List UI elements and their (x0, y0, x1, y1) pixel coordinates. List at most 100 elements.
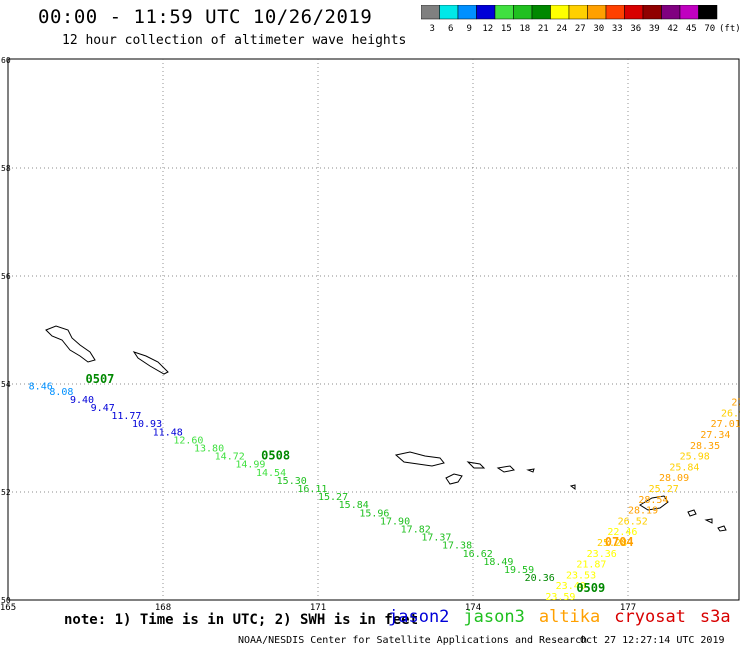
wave-height-value: 28.09 (659, 473, 689, 484)
lon-tick-label: 174 (465, 603, 481, 613)
wave-height-value: 27.34 (700, 430, 730, 441)
lon-tick-label: 168 (155, 603, 171, 613)
pass-time-label: 0509 (576, 581, 605, 595)
legend-label-18: 18 (519, 24, 530, 33)
wave-height-value: 14.99 (235, 460, 265, 471)
wave-height-value: 27.01 (711, 419, 740, 430)
wave-height-value: 13.80 (194, 444, 224, 455)
wave-height-value: 23.53 (566, 570, 596, 581)
wave-height-value: 15.30 (277, 476, 307, 487)
legend-label-70: 70 (704, 24, 715, 33)
legend-unit: (ft) (719, 24, 740, 33)
lat-tick-label: 54 (1, 380, 11, 389)
wave-height-value: 23.59 (545, 592, 575, 603)
legend-swatch-70 (698, 5, 718, 20)
track-jason3-west: 8.468.089.409.4711.7710.9311.4812.6013.8… (29, 381, 555, 584)
legend-label-30: 30 (593, 24, 604, 33)
landmass-outline (704, 518, 713, 524)
lon-tick-label: 171 (310, 603, 326, 613)
legend-label-39: 39 (649, 24, 660, 33)
lat-tick-label: 56 (1, 272, 11, 281)
satellite-jason2: jason2 (388, 607, 450, 627)
wave-height-value: 14.72 (215, 452, 245, 463)
wave-height-value: 15.27 (318, 492, 348, 503)
color-scale-legend: 3 6 9 12 15 18 21 24 27 30 33 36 39 42 45 70 (ft) (421, 5, 740, 33)
wave-height-value: 16.62 (463, 549, 493, 560)
wave-height-value: 11.48 (153, 427, 183, 438)
wave-height-value: 26.96 (721, 408, 740, 419)
landmass-outline (394, 451, 445, 467)
wave-height-value: 17.38 (442, 541, 472, 552)
legend-label-27: 27 (575, 24, 586, 33)
credit-text: NOAA/NESDIS Center for Satellite Applica… (238, 635, 588, 646)
wave-height-value: 8.46 (29, 381, 53, 392)
legend-label-33: 33 (612, 24, 623, 33)
wave-height-value: 9.40 (70, 395, 94, 406)
lon-tick-label: 177 (620, 603, 636, 613)
legend-label-45: 45 (686, 24, 697, 33)
wave-height-value: 18.49 (483, 557, 513, 568)
wave-height-value: 17.82 (401, 525, 431, 536)
landmass-outline (569, 484, 576, 490)
wave-height-value: 28.35 (690, 441, 720, 452)
wave-height-value: 17.90 (380, 516, 410, 527)
note-text: note: 1) Time is in UTC; 2) SWH is in fe… (64, 612, 419, 628)
landmass-outline (445, 473, 463, 485)
wave-height-value: 21.87 (576, 560, 606, 571)
landmass-outline (132, 351, 169, 375)
landmass-outline (496, 465, 516, 473)
lat-tick-label: 58 (1, 164, 11, 173)
lat-tick-label: 50 (1, 596, 11, 605)
lat-tick-label: 52 (1, 488, 11, 497)
legend-label-24: 24 (556, 24, 567, 33)
legend-label-15: 15 (501, 24, 512, 33)
map-frame (7, 58, 740, 601)
wave-height-value: 25.28 (597, 538, 627, 549)
satellite-altika: altika (538, 607, 601, 627)
wave-height-value: 23.40 (556, 581, 586, 592)
landmass-outline (717, 525, 727, 532)
coastline (45, 325, 727, 532)
track-altika-east: 23.5923.4023.5321.8723.3625.2822.4626.52… (545, 398, 740, 603)
legend-label-36: 36 (630, 24, 641, 33)
legend-label-9: 9 (467, 24, 472, 33)
pass-time-label: 0704 (605, 535, 634, 549)
wave-height-value: 26.52 (618, 516, 648, 527)
landmass-outline (466, 461, 486, 469)
wave-height-value: 11.77 (111, 411, 141, 422)
wave-height-value: 28.19 (628, 506, 658, 517)
pass-time-label: 0507 (86, 372, 115, 386)
legend-label-3: 3 (430, 24, 435, 33)
wave-height-value: 10.93 (132, 419, 162, 430)
legend-label-42: 42 (667, 24, 678, 33)
wave-height-value: 15.84 (339, 500, 369, 511)
wave-height-value: 23.36 (587, 549, 617, 560)
generated-timestamp: Oct 27 12:27:14 UTC 2019 (580, 635, 725, 646)
legend-label-21: 21 (538, 24, 549, 33)
wave-height-value: 14.54 (256, 468, 286, 479)
satellite-s3a: s3a (699, 607, 731, 627)
legend-label-6: 6 (448, 24, 453, 33)
wave-height-value: 12.60 (173, 435, 203, 446)
landmass-outline (526, 468, 535, 473)
wave-height-value: 8.08 (49, 387, 73, 398)
lat-tick-label: 60 (1, 56, 11, 65)
wave-height-value: 16.11 (297, 484, 327, 495)
wave-height-value: 9.47 (91, 403, 115, 414)
lon-tick-label: 165 (0, 603, 16, 613)
satellite-jason3: jason3 (463, 607, 525, 627)
wave-height-value: 25.27 (649, 484, 679, 495)
wave-height-value: 20.36 (525, 573, 555, 584)
pass-time-label: 0508 (261, 449, 290, 463)
wave-height-value: 22.46 (607, 527, 637, 538)
wave-height-value: 15.96 (359, 508, 389, 519)
landmass-outline (45, 325, 96, 363)
wave-height-value: 17.37 (421, 533, 451, 544)
wave-height-value: 25.98 (680, 452, 710, 463)
wave-height-value: 28.54 (638, 495, 668, 506)
wave-height-value: 19.59 (504, 565, 534, 576)
satellite-legend: jason2 jason3 altika cryosat s3a (388, 607, 740, 627)
legend-label-12: 12 (482, 24, 493, 33)
page-subtitle: 12 hour collection of altimeter wave hei… (62, 33, 407, 48)
